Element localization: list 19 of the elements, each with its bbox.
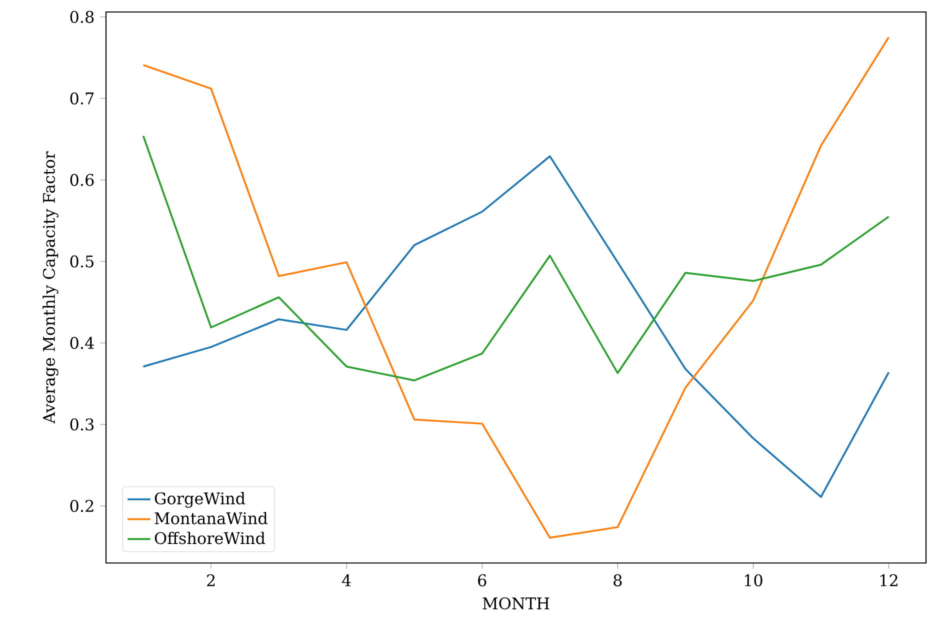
legend-label: GorgeWind (154, 492, 246, 508)
y-tick-label: 0.6 (70, 174, 94, 186)
y-tick-label: 0.2 (70, 500, 94, 512)
y-tick-label: 0.4 (70, 336, 94, 349)
y-tick-label: 0.8 (70, 10, 94, 23)
line-series (142, 134, 890, 382)
x-tick-label: 10 (744, 574, 762, 586)
x-axis-title: MONTH (482, 597, 550, 610)
legend-label: OffshoreWind (154, 532, 266, 544)
x-tick-label: 4 (342, 574, 351, 586)
y-tick-label: 0.7 (70, 92, 94, 104)
x-tick-label: 6 (478, 574, 486, 586)
x-tick-label: 2 (207, 574, 215, 586)
legend-label: MontanaWind (154, 512, 268, 524)
x-tick-label: 8 (614, 574, 622, 586)
x-tick-label: 12 (880, 574, 898, 586)
y-tick-label: 0.3 (70, 418, 94, 430)
y-tick-label: 0.5 (70, 255, 94, 268)
y-axis-title: Average Monthly Capacity Factor (42, 151, 58, 424)
